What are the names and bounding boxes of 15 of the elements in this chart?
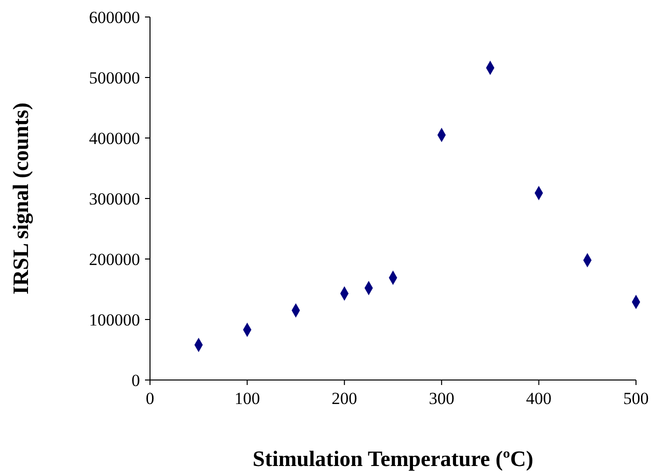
- y-axis-title: IRSL signal (counts): [8, 102, 33, 294]
- x-tick-label: 300: [428, 389, 454, 408]
- y-tick-label: 0: [132, 370, 140, 390]
- y-tick-label: 300000: [89, 189, 140, 208]
- y-tick-label: 100000: [89, 310, 140, 330]
- x-tick-label: 0: [146, 389, 154, 408]
- x-tick-label: 400: [526, 389, 552, 408]
- y-tick-label: 400000: [89, 128, 140, 148]
- y-tick-label: 200000: [89, 250, 140, 269]
- y-tick-label: 600000: [89, 8, 140, 27]
- x-tick-label: 200: [332, 389, 358, 408]
- x-tick-label: 500: [623, 389, 649, 408]
- x-tick-label: 100: [234, 389, 260, 408]
- y-tick-label: 500000: [89, 68, 140, 88]
- x-axis-title: Stimulation Temperature (ºC): [252, 446, 534, 471]
